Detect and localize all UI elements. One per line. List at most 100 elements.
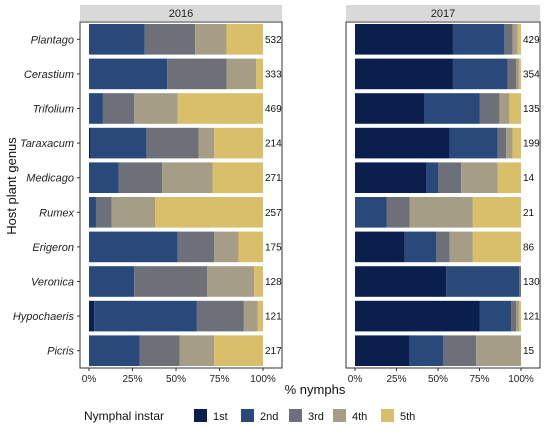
sample-size-label: 214 [265,139,282,150]
legend-swatch-5th [381,409,394,422]
x-tick-label: 75% [209,374,229,385]
bar-segment-2nd [424,93,480,124]
bar-segment-4th [461,162,498,193]
bar-segment-4th [111,197,156,228]
x-tick-label: 0% [82,374,97,385]
legend-swatch-3rd [289,409,302,422]
bar-segment-5th [472,197,521,228]
bar-segment-5th [238,231,263,263]
bar-segment-2nd [89,335,140,366]
bar-segment-3rd [95,197,112,228]
bar-segment-4th [195,24,227,55]
legend: Nymphal instar 1st 2nd 3rd 4th 5th [84,409,415,423]
panel-strip-label: 2016 [169,8,193,20]
bar-segment-5th [497,162,521,193]
bar-segment-4th [516,58,520,90]
bar-segment-4th [512,24,518,55]
sample-size-label: 257 [265,208,282,219]
bar-segment-2nd [355,197,387,228]
panel-strip [346,5,540,21]
x-tick-label: 75% [469,374,489,385]
legend-title: Nymphal instar [84,409,164,423]
y-tick-label: Medicago [26,173,74,185]
legend-label-1st: 1st [213,411,228,423]
bar-segment-1st [355,127,450,159]
y-axis-title: Host plant genus [4,137,19,235]
sample-size-label: 15 [523,346,535,357]
bar-segment-1st [89,127,91,159]
bar-segment-2nd [94,300,197,332]
bar-segment-2nd [89,162,119,193]
bar-segment-2nd [89,266,135,297]
bar-segment-5th [256,58,263,90]
bar-segment-4th [506,127,513,159]
bar-segment-2nd [89,197,96,228]
bar-segment-4th [409,197,473,228]
bar-segment-3rd [442,335,477,366]
bar-segment-4th [134,93,178,124]
bar-segment-2nd [479,300,512,332]
bar-segment-2nd [89,58,168,90]
bar-segment-2nd [90,127,147,159]
sample-size-label: 532 [265,35,282,46]
sample-size-label: 429 [523,35,540,46]
bar-segment-1st [355,58,453,90]
legend-label-2nd: 2nd [260,411,278,423]
sample-size-label: 469 [265,104,282,115]
bar-segment-3rd [144,24,196,55]
y-axis-labels: Plantago Cerastium Trifolium Taraxacum Medic… [13,34,80,358]
sample-size-label: 175 [265,242,282,253]
bar-segment-2nd [89,24,145,55]
bar-segment-2nd [426,162,438,193]
bar-segment-1st [355,24,453,55]
bar-segment-5th [254,266,263,297]
sample-size-label: 135 [523,104,540,115]
bar-segment-5th [214,127,263,159]
bar-segment-4th [499,93,510,124]
bar-segment-2nd [89,93,103,124]
legend-label-5th: 5th [400,411,415,423]
bar-segment-2nd [89,231,178,263]
bar-segment-3rd [497,127,507,159]
bar-segment-5th [509,93,521,124]
bar-segment-3rd [504,24,513,55]
bar-segment-3rd [519,266,521,297]
bar-segment-5th [517,24,521,55]
bar-segment-5th [226,24,263,55]
bar-segment-3rd [118,162,163,193]
bar-segment-1st [355,300,480,332]
bar-segment-4th [243,300,258,332]
bar-segment-4th [162,162,213,193]
bar-segment-5th [212,162,263,193]
legend-swatch-1st [194,409,207,422]
bar-segment-4th [226,58,257,90]
sample-size-label: 14 [523,173,535,184]
bar-segment-3rd [436,231,450,263]
legend-swatch-4th [333,409,346,422]
x-tick-label: 0% [348,374,363,385]
bar-segment-1st [89,300,95,332]
bar-segment-1st [355,335,410,366]
bar-segment-1st [355,93,425,124]
bar-segment-3rd [507,58,517,90]
x-axis-title: % nymphs [285,382,346,397]
y-tick-label: Picris [47,346,74,358]
bar-segment-5th [512,127,521,159]
bar-segment-3rd [102,93,135,124]
sample-size-label: 271 [265,173,282,184]
x-tick-label: 50% [428,374,448,385]
y-tick-label: Veronica [31,277,74,289]
bar-segment-5th [472,231,521,263]
y-tick-label: Hypochaeris [13,311,75,323]
bar-segment-5th [519,58,521,90]
bar-segment-3rd [196,300,244,332]
panel-2016: 2016 532 333 469 214 271 257 175 128 121 217 0% 25% 5… [79,5,283,385]
bar-segment-5th [155,197,263,228]
bar-segment-2nd [452,58,508,90]
bar-segment-2nd [409,335,443,366]
sample-size-label: 199 [523,139,540,150]
bar-segment-4th [179,335,215,366]
sample-size-label: 21 [523,208,535,219]
y-tick-label: Cerastium [24,69,74,81]
